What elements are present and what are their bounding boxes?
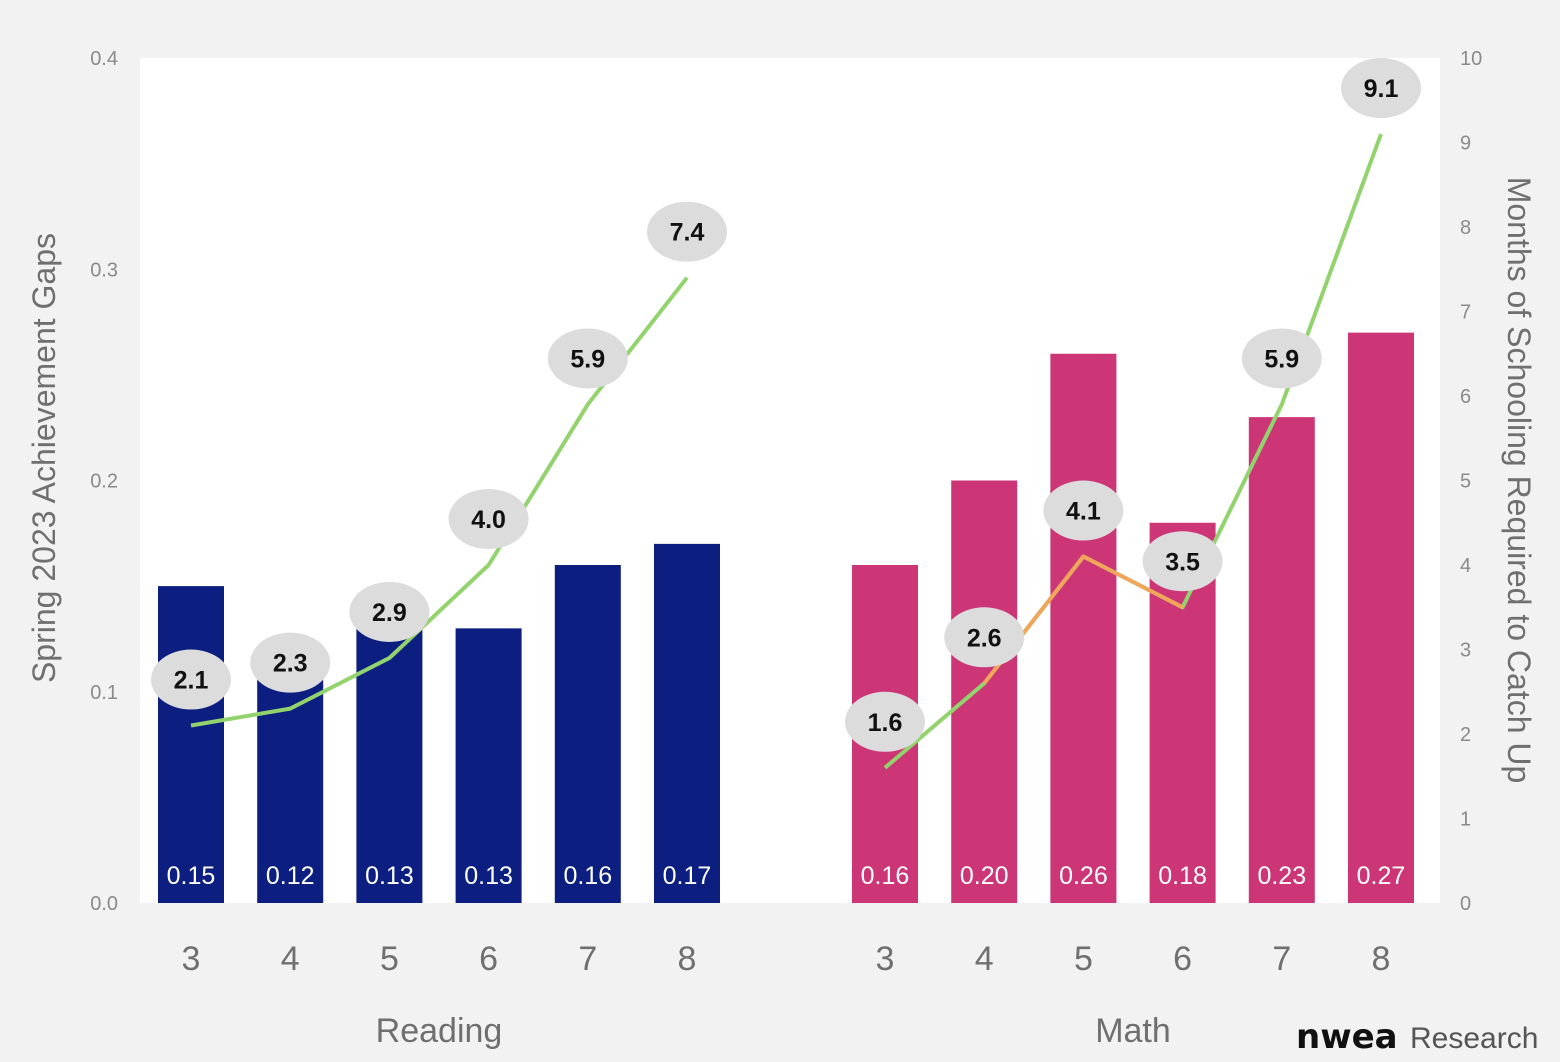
x-tick-label: 5 <box>380 940 399 978</box>
bar <box>1050 353 1117 903</box>
brand-logo-nwea: nwea <box>1296 1017 1398 1057</box>
bar-value-label: 0.17 <box>663 862 712 890</box>
y2-axis-title: Months of Schooling Required to Catch Up <box>1501 177 1537 784</box>
value-bubble <box>250 632 331 693</box>
bar <box>1248 417 1315 903</box>
bar <box>654 543 720 903</box>
y2-tick-label: 4 <box>1460 555 1471 577</box>
y2-tick-label: 3 <box>1460 640 1471 662</box>
value-bubble <box>349 581 430 642</box>
bar <box>356 628 423 903</box>
line-value-label: 4.0 <box>471 506 506 534</box>
bar <box>1348 332 1414 903</box>
x-tick-label: 4 <box>975 940 994 978</box>
y2-tick-label: 10 <box>1460 48 1482 70</box>
y2-tick-label: 8 <box>1460 217 1471 239</box>
x-tick-label: 7 <box>1272 940 1291 978</box>
line-value-label: 4.1 <box>1066 498 1101 526</box>
y2-tick-label: 6 <box>1460 386 1471 408</box>
line-value-label: 7.4 <box>670 219 705 247</box>
line-value-label: 3.5 <box>1165 548 1200 576</box>
value-bubble <box>1142 531 1223 592</box>
axis-ticks: 0.0 0.1 0.2 0.3 0.4 0 1 2 3 4 5 6 7 8 9 10 3 4 5 6 7 8 Reading… <box>90 48 1482 1050</box>
y-tick-label: 0.2 <box>90 471 118 493</box>
bar-value-label: 0.12 <box>266 862 315 890</box>
bar <box>455 628 522 903</box>
y2-tick-label: 5 <box>1460 471 1471 493</box>
y2-tick-label: 7 <box>1460 302 1471 324</box>
bar <box>951 480 1018 903</box>
bar-value-label: 0.27 <box>1357 862 1406 890</box>
y2-tick-label: 0 <box>1460 893 1471 915</box>
bar-value-label: 0.20 <box>960 862 1009 890</box>
y-axis-title: Spring 2023 Achievement Gaps <box>26 233 62 683</box>
y2-tick-label: 2 <box>1460 724 1471 746</box>
bar-value-label: 0.16 <box>563 862 612 890</box>
line-value-label: 2.6 <box>967 624 1002 652</box>
y2-tick-label: 9 <box>1460 133 1471 155</box>
value-bubble <box>647 201 727 262</box>
x-tick-label: 5 <box>1074 940 1093 978</box>
bar-value-label: 0.13 <box>464 862 513 890</box>
x-tick-label: 8 <box>1372 940 1391 978</box>
line-value-label: 9.1 <box>1364 75 1399 103</box>
value-bubble <box>845 691 925 752</box>
bar <box>158 586 224 903</box>
bar-value-label: 0.13 <box>365 862 414 890</box>
line-value-label: 2.1 <box>174 667 209 695</box>
x-tick-label: 3 <box>876 940 895 978</box>
x-tick-label: 6 <box>1173 940 1192 978</box>
x-tick-label: 4 <box>281 940 300 978</box>
y2-tick-label: 1 <box>1460 809 1471 831</box>
line-value-label: 5.9 <box>1264 345 1299 373</box>
line-value-label: 2.3 <box>273 650 308 678</box>
value-bubble <box>1341 58 1421 119</box>
y-tick-label: 0.0 <box>90 893 118 915</box>
bar-value-label: 0.15 <box>167 862 216 890</box>
value-bubble <box>547 328 628 389</box>
bar-value-label: 0.18 <box>1158 862 1207 890</box>
x-tick-label: 3 <box>182 940 201 978</box>
value-bubble <box>448 489 529 549</box>
brand-research-text: Research <box>1410 1022 1538 1055</box>
y-tick-label: 0.3 <box>90 259 118 281</box>
bar-value-label: 0.26 <box>1059 862 1108 890</box>
bar-value-label: 0.16 <box>861 862 910 890</box>
bar <box>554 565 621 903</box>
value-bubble <box>944 607 1025 668</box>
y-tick-label: 0.4 <box>90 48 118 70</box>
value-bubble <box>1043 480 1124 541</box>
x-tick-label: 8 <box>678 940 697 978</box>
line-value-label: 5.9 <box>570 345 605 373</box>
bars: 0.15 0.12 0.13 0.13 0.16 0.17 0.16 0.20 0.26 0.18… <box>158 332 1414 903</box>
line-value-label: 2.9 <box>372 599 407 627</box>
line-value-labels: 2.1 2.3 2.9 4.0 5.9 7.4 1.6 2.6 4.1 3.5 5.9 9.1 <box>151 58 1421 752</box>
x-tick-label: 6 <box>479 940 498 978</box>
value-bubble <box>1241 328 1322 389</box>
y-tick-label: 0.1 <box>90 682 118 704</box>
value-bubble <box>151 649 231 710</box>
line-value-label: 1.6 <box>868 709 903 737</box>
bar-value-label: 0.23 <box>1257 862 1306 890</box>
group-label: Reading <box>376 1012 503 1050</box>
group-label: Math <box>1095 1012 1171 1050</box>
x-tick-label: 7 <box>578 940 597 978</box>
